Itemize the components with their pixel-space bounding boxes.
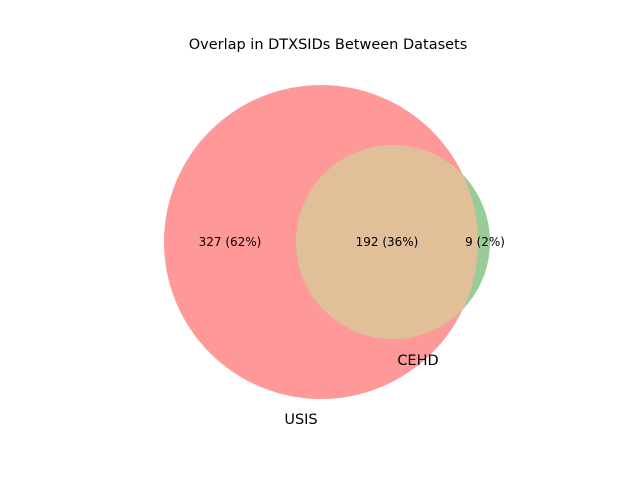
cehd-set-label: CEHD (397, 353, 438, 369)
chart-title: Overlap in DTXSIDs Between Datasets (189, 37, 468, 53)
usis-set-label: USIS (284, 412, 317, 428)
intersection-region (296, 145, 478, 339)
usis-only-count-label: 327 (62%) (199, 235, 262, 249)
cehd-only-count-label: 9 (2%) (465, 235, 505, 249)
intersection-count-label: 192 (36%) (356, 235, 419, 249)
